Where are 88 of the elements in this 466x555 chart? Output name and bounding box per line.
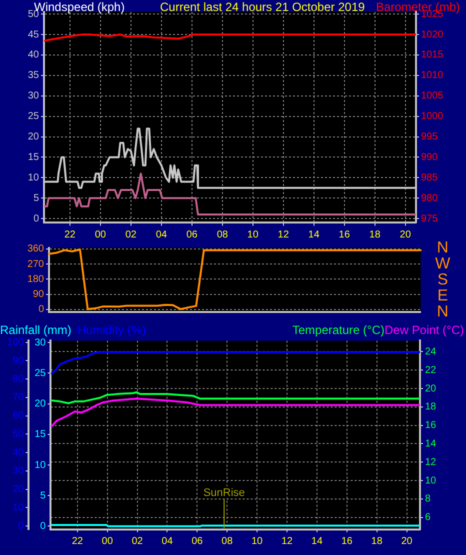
- y3-tick-label: 100: [7, 337, 24, 348]
- x-tick-label: 04: [162, 536, 174, 548]
- text: S: [437, 271, 448, 288]
- y-tick-label: 180: [27, 274, 44, 285]
- text: Dew Point (°C): [384, 323, 464, 337]
- text: N: [436, 303, 448, 320]
- y2-tick-label: 10: [425, 475, 437, 486]
- y-tick-label: 0: [33, 213, 40, 224]
- y-tick-label: 25: [34, 368, 46, 379]
- y3-tick-label: 50: [12, 428, 24, 440]
- y3-tick-label: 70: [12, 392, 24, 404]
- y2-tick-label: 990: [421, 152, 438, 163]
- x-tick-label: 08: [216, 229, 228, 240]
- text: W: [435, 255, 452, 272]
- x-tick-label: 22: [64, 229, 76, 240]
- y2-tick-label: 1020: [421, 29, 444, 40]
- y-tick-label: 40: [28, 50, 40, 61]
- y2-tick-label: 18: [425, 402, 437, 413]
- y-tick-label: 5: [40, 490, 46, 502]
- y-tick-label: 35: [28, 70, 40, 82]
- y-tick-label: 360: [27, 244, 44, 255]
- ref-line-label: SunRise: [203, 486, 245, 499]
- x-tick-label: 12: [281, 536, 293, 548]
- text: N: [436, 239, 448, 256]
- text: Rainfall (mm): [0, 323, 72, 337]
- text: E: [437, 287, 448, 304]
- y2-tick-label: 12: [425, 456, 437, 468]
- y3-tick-label: 30: [12, 466, 24, 477]
- y2-tick-label: 1005: [421, 90, 444, 102]
- y3-tick-label: 60: [12, 410, 24, 422]
- y3-tick-label: 90: [12, 355, 24, 366]
- y3-tick-label: 0: [18, 520, 24, 532]
- y-tick-label: 0: [38, 304, 44, 316]
- x-tick-label: 16: [341, 536, 353, 548]
- y-tick-label: 10: [28, 172, 40, 184]
- y-tick-label: 270: [27, 258, 44, 270]
- y2-tick-label: 995: [421, 132, 438, 143]
- x-tick-label: 08: [222, 536, 234, 548]
- x-tick-label: 02: [132, 536, 144, 548]
- x-tick-label: 18: [369, 229, 381, 240]
- x-tick-label: 14: [311, 536, 323, 548]
- text: Temperature (°C): [292, 323, 385, 337]
- x-tick-label: 02: [125, 229, 137, 240]
- x-tick-label: 16: [338, 229, 350, 240]
- y-tick-label: 0: [40, 520, 46, 532]
- y2-tick-label: 6: [425, 512, 431, 524]
- x-tick-label: 22: [72, 536, 84, 548]
- y3-tick-label: 20: [12, 484, 24, 496]
- y-tick-label: 30: [28, 90, 40, 102]
- y3-tick-label: 10: [12, 502, 24, 514]
- y2-tick-label: 16: [425, 420, 437, 432]
- y-tick-label: 10: [34, 460, 46, 471]
- y-tick-label: 20: [34, 398, 46, 410]
- y2-tick-label: 1015: [421, 50, 444, 61]
- x-tick-label: 06: [192, 536, 204, 548]
- y-tick-label: 15: [28, 152, 40, 163]
- y2-tick-label: 22: [425, 364, 437, 376]
- y2-tick-label: 1000: [421, 111, 444, 122]
- x-tick-label: 18: [371, 536, 383, 548]
- y2-tick-label: 14: [425, 438, 437, 450]
- x-tick-label: 12: [278, 229, 290, 240]
- y-tick-label: 5: [33, 192, 40, 204]
- y-tick-label: 25: [28, 111, 40, 122]
- series-label: Humidity (%): [77, 323, 146, 337]
- x-tick-label: 20: [400, 229, 412, 240]
- y2-tick-label: 8: [425, 494, 431, 505]
- y3-tick-label: 40: [12, 447, 24, 458]
- y2-tick-label: 975: [421, 213, 438, 224]
- y2-tick-label: 1010: [421, 70, 444, 82]
- chart-title: Current last 24 hours 21 October 2019: [160, 0, 365, 14]
- y2-tick-label: 20: [425, 383, 437, 394]
- x-tick-label: 10: [251, 536, 264, 548]
- y-tick-label: 20: [28, 132, 40, 143]
- x-tick-label: 10: [247, 229, 259, 240]
- x-tick-label: 04: [156, 229, 168, 240]
- y-tick-label: 30: [34, 337, 46, 348]
- y2-tick-label: 980: [421, 192, 438, 204]
- y2-tick-label: 24: [425, 346, 437, 358]
- y-tick-label: 90: [32, 289, 44, 300]
- y2-tick-label: 985: [421, 172, 438, 184]
- x-tick-label: 00: [102, 536, 114, 548]
- x-tick-label: 06: [186, 229, 198, 240]
- x-tick-label: 14: [308, 229, 320, 240]
- x-tick-label: 20: [401, 536, 413, 548]
- x-tick-label: 00: [94, 229, 106, 240]
- y-tick-label: 15: [34, 429, 46, 440]
- y3-tick-label: 80: [12, 374, 24, 385]
- y-tick-label: 45: [28, 29, 40, 40]
